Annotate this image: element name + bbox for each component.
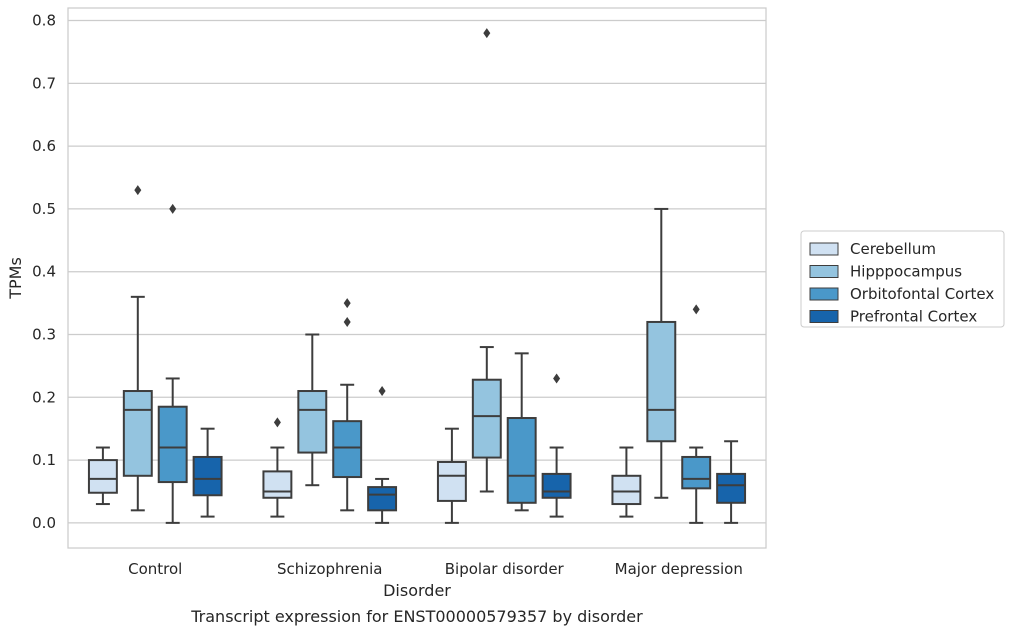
box	[297, 390, 328, 454]
box	[87, 459, 118, 494]
box	[262, 470, 293, 499]
y-tick-label: 0.7	[32, 74, 56, 92]
legend-label: Cerebellum	[850, 240, 936, 258]
box	[157, 405, 188, 484]
y-tick-labels: 0.0 0.1 0.2 0.3 0.4 0.5 0.6 0.7 0.8	[32, 12, 56, 532]
box-2-1	[471, 28, 502, 493]
outlier-point	[553, 373, 561, 384]
legend-label: Prefrontal Cortex	[850, 308, 977, 326]
plot-frame	[67, 7, 767, 549]
box	[122, 390, 153, 477]
chart-caption: Transcript expression for ENST0000057935…	[190, 607, 643, 626]
x-tick-label: Control	[128, 560, 182, 578]
y-tick-label: 0.2	[32, 388, 56, 406]
outlier-point	[343, 298, 351, 309]
box	[471, 378, 502, 459]
legend-swatch	[809, 310, 839, 323]
outlier-point	[483, 28, 491, 39]
x-tick-label: Bipolar disorder	[445, 560, 565, 578]
legend-swatch	[809, 265, 839, 278]
box-3-0	[611, 446, 642, 518]
box	[541, 472, 572, 499]
box	[681, 455, 712, 490]
legend-item: Orbitofontal Cortex	[809, 285, 994, 303]
box	[716, 472, 747, 504]
box	[506, 417, 537, 504]
box-1-0	[262, 417, 293, 518]
legend-item: Cerebellum	[809, 240, 936, 258]
y-tick-label: 0.5	[32, 200, 56, 218]
legend-frame	[800, 230, 1005, 328]
legend-items: Cerebellum Hipppocampus Orbitofontal Corte…	[809, 240, 994, 326]
box-0-2	[157, 203, 188, 524]
box-0-3	[192, 427, 223, 518]
box	[611, 474, 642, 506]
box	[332, 420, 363, 479]
box-3-1	[646, 207, 677, 499]
y-tick-label: 0.3	[32, 326, 56, 344]
y-tick-label: 0.8	[32, 12, 56, 30]
y-tick-label: 0.1	[32, 451, 56, 469]
y-tick-label: 0.4	[32, 263, 56, 281]
box-3-3	[716, 440, 747, 524]
outlier-point	[134, 185, 142, 196]
legend-label: Orbitofontal Cortex	[850, 285, 994, 303]
legend-swatch	[809, 242, 839, 256]
box-3-2	[681, 304, 712, 524]
box-2-0	[436, 427, 467, 524]
box	[646, 320, 677, 443]
y-tick-label: 0.0	[32, 514, 56, 532]
legend-item: Hipppocampus	[809, 263, 962, 281]
y-axis-label: TPMs	[6, 257, 25, 300]
box-plot-area	[87, 28, 747, 524]
y-tick-label: 0.6	[32, 137, 56, 155]
box-1-3	[367, 386, 398, 524]
outlier-point	[343, 316, 351, 327]
legend-item: Prefrontal Cortex	[809, 308, 977, 326]
x-tick-labels: Control Schizophrenia Bipolar disorder Majo…	[128, 560, 743, 578]
x-axis-label: Disorder	[383, 581, 451, 600]
box-0-1	[122, 185, 153, 512]
legend-label: Hipppocampus	[850, 263, 962, 281]
legend: Cerebellum Hipppocampus Orbitofontal Corte…	[800, 230, 1005, 328]
outlier-point	[692, 304, 700, 315]
outlier-point	[273, 417, 281, 428]
box	[367, 486, 398, 512]
box-1-1	[297, 333, 328, 487]
box	[192, 455, 223, 497]
x-tick-label: Major depression	[615, 560, 743, 578]
x-tick-label: Schizophrenia	[277, 560, 382, 578]
legend-swatch	[809, 287, 839, 301]
box-2-3	[541, 373, 572, 518]
box-1-2	[332, 298, 363, 512]
box-0-0	[87, 446, 118, 506]
outlier-point	[378, 386, 386, 397]
box	[436, 460, 467, 502]
box-2-2	[506, 352, 537, 512]
outlier-point	[169, 203, 177, 214]
